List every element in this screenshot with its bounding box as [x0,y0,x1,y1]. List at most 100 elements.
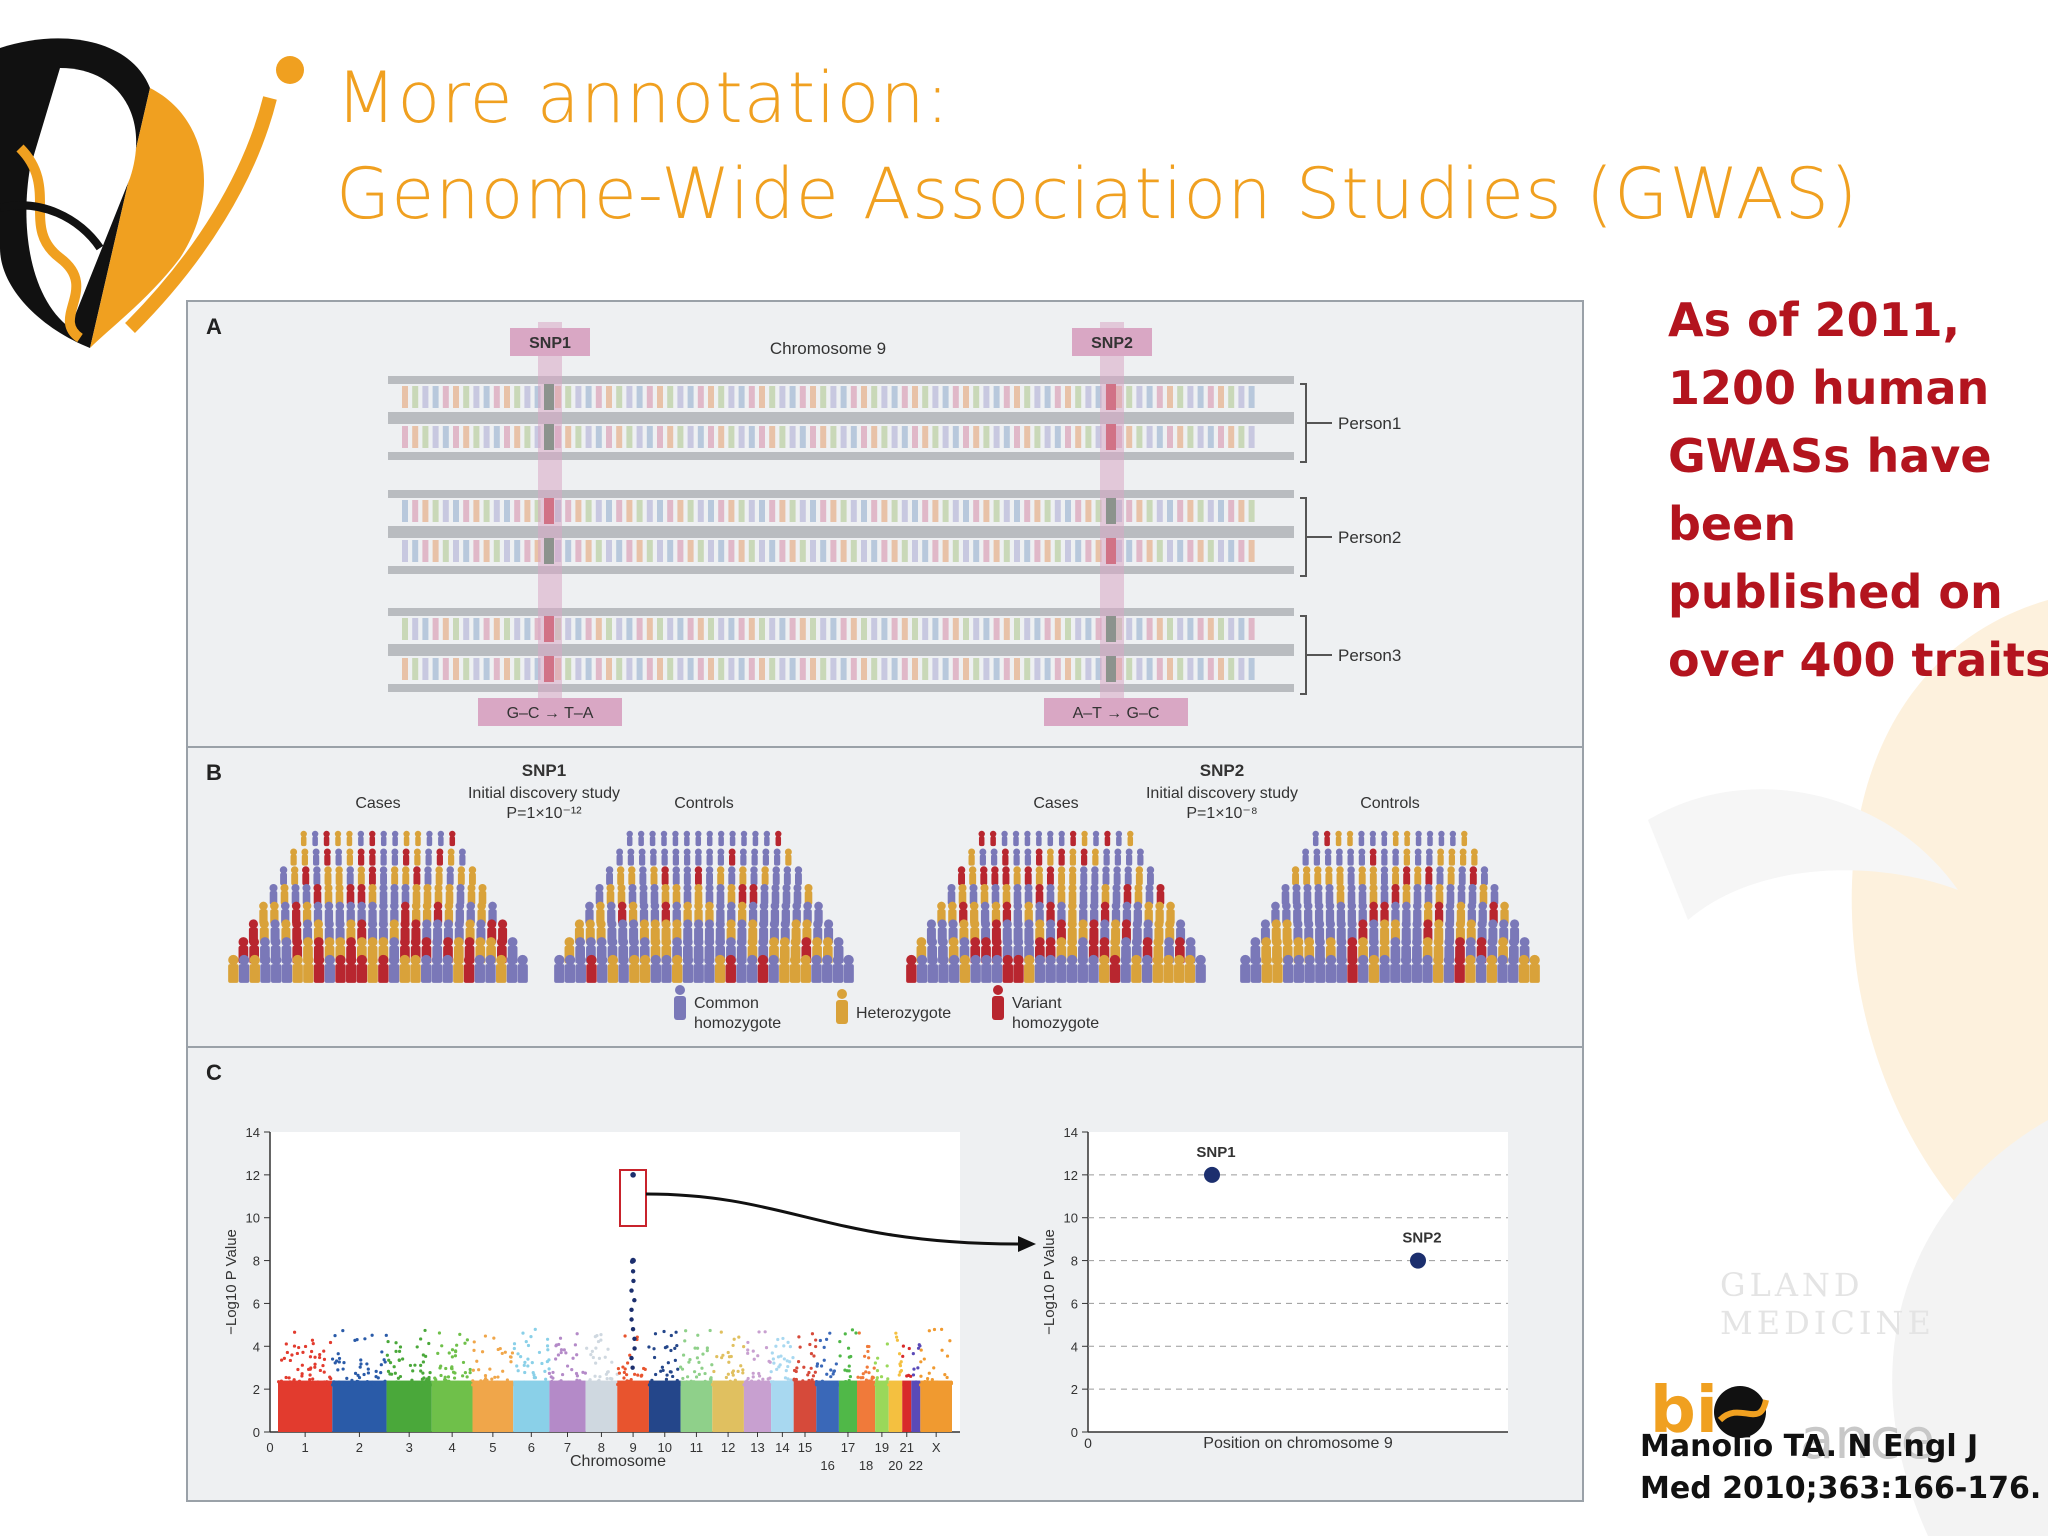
chromosome-points [792,1332,818,1432]
dna-strand [388,648,1294,692]
y-tick-label: 14 [1064,1125,1078,1140]
snp2-change: A–T → G–C [1073,705,1160,722]
snp2-cases-label: Cases [1033,795,1078,812]
right-x-origin: 0 [1084,1435,1092,1451]
chromosome-points [710,1330,746,1432]
y-tick-label: 12 [246,1168,260,1183]
snp2-p-value: P=1×10⁻⁸ [1186,805,1257,822]
y-tick-label: 12 [1064,1168,1078,1183]
y-tick-label: 10 [1064,1211,1078,1226]
slide-title: More annotation: Genome-Wide Association… [336,50,1858,242]
chromosome-points [769,1336,795,1432]
x-tick-label: 13 [750,1440,764,1455]
x-tick-label: 3 [406,1440,413,1455]
legend-common-1: Common [694,995,759,1012]
snp2-study-title: SNP2 [1200,761,1244,780]
gwas-figure: SNP1 SNP2 Chromosome 9 Person1 Person2 P… [186,300,1584,1502]
svg-text:ance: ance [1800,1407,1935,1470]
dna-strand [388,608,1294,652]
chromosome-points [873,1342,890,1432]
chromosome-points [911,1343,922,1432]
snp1-controls-label: Controls [674,795,734,812]
legend-variant-1: Variant [1012,995,1062,1012]
chromosome-points [385,1328,433,1432]
legend-variant-icon [992,985,1004,1020]
legend-variant-2: homozygote [1012,1015,1099,1032]
legend-het: Heterozygote [856,1005,951,1022]
arrow-head [1018,1236,1036,1252]
y-tick-label: 6 [1071,1296,1078,1311]
panel-c: 0 2 4 6 8 10 12 14 0 1 2 3 4 5 6 7 8 9 10 11 12 13 14 15 17 19 21 X… [188,1048,1582,1504]
y-tick-label: 0 [253,1425,260,1440]
snp1-study-label: Initial discovery study [468,785,620,802]
x-tick-label: 2 [356,1440,363,1455]
person2-label: Person2 [1338,528,1401,547]
left-x-label: Chromosome [570,1453,666,1470]
snp-point [1204,1166,1220,1183]
journal-watermark: GLAND MEDICINE [1720,1266,1935,1342]
svg-text:bi: bi [1650,1374,1718,1448]
snp1-label: SNP1 [529,335,571,352]
x-tick-label: X [932,1440,941,1455]
chromosome-points [277,1330,334,1432]
snp-point-label: SNP1 [1196,1144,1235,1161]
genotype-legend: Common homozygote Heterozygote Variant h… [674,985,1099,1032]
chromosome-points [918,1327,954,1432]
x-tick-label: 10 [658,1440,672,1455]
snp1-cases-label: Cases [355,795,400,812]
biovariance-logo: bi ance [1650,1374,1935,1470]
chromosome-points [585,1333,619,1432]
note-line: GWASs have [1668,429,1992,483]
gwas-count-note: As of 2011, 1200 human GWASs have been p… [1668,286,2048,694]
person1-label: Person1 [1338,414,1401,433]
chromosome-points [887,1331,904,1432]
y-tick-label: 8 [1071,1254,1078,1269]
legend-common-icon [674,985,686,1020]
note-line: over 400 traits [1668,633,2048,687]
chromosome-points [616,1172,651,1432]
chromosome-points [431,1331,474,1432]
y-tick-label: 8 [253,1254,260,1269]
chromosome-points [471,1334,515,1432]
dna-strand [388,416,1294,460]
citation-line: Med 2010;363:166-176. [1640,1471,2042,1506]
chromosome-points [856,1331,877,1432]
snp-point [1410,1252,1426,1269]
snp1-tag [510,328,590,356]
legend-common-2: homozygote [694,1015,781,1032]
snp2-controls-label: Controls [1360,795,1420,812]
chromosome-points [547,1332,587,1432]
note-line: As of 2011, [1668,293,1961,347]
chromosome-points [742,1330,772,1432]
snp1-study-title: SNP1 [522,761,566,780]
dna-strand [388,376,1294,420]
x-tick-label: 6 [528,1440,535,1455]
svg-text:MEDICINE: MEDICINE [1720,1304,1935,1342]
y-tick-label: 6 [253,1296,260,1311]
x-tick-label: 21 [900,1440,914,1455]
zoom-arrow [645,1192,1019,1246]
snp1-p-value: P=1×10⁻¹² [506,805,582,822]
peak-point-snp1 [630,1172,636,1178]
crowd [906,830,1206,983]
case-control-diagram: SNP1 Initial discovery study P=1×10⁻¹² C… [228,761,1540,1032]
left-y-label: −Log10 P Value [223,1229,240,1335]
snp2-study-label: Initial discovery study [1146,785,1298,802]
svg-text:GLAND: GLAND [1720,1266,1864,1304]
chromosome-points [330,1328,388,1432]
x-tick-label: 0 [266,1440,273,1455]
crowd [554,830,854,983]
x-tick-label: 18 [859,1458,873,1473]
chromosome-label: Chromosome 9 [770,339,886,358]
legend-het-icon [836,989,848,1024]
panel-b-letter: B [206,760,222,785]
right-x-label: Position on chromosome 9 [1203,1435,1393,1452]
x-tick-label: 17 [841,1440,855,1455]
snp-point-label: SNP2 [1402,1230,1441,1247]
citation-line: Manolio TA. N Engl J [1640,1429,1979,1464]
panel-a: SNP1 SNP2 Chromosome 9 Person1 Person2 P… [188,302,1582,748]
x-tick-label: 4 [449,1440,456,1455]
citation: Manolio TA. N Engl J Med 2010;363:166-17… [1640,1426,2042,1510]
chromosome-points [838,1328,859,1432]
